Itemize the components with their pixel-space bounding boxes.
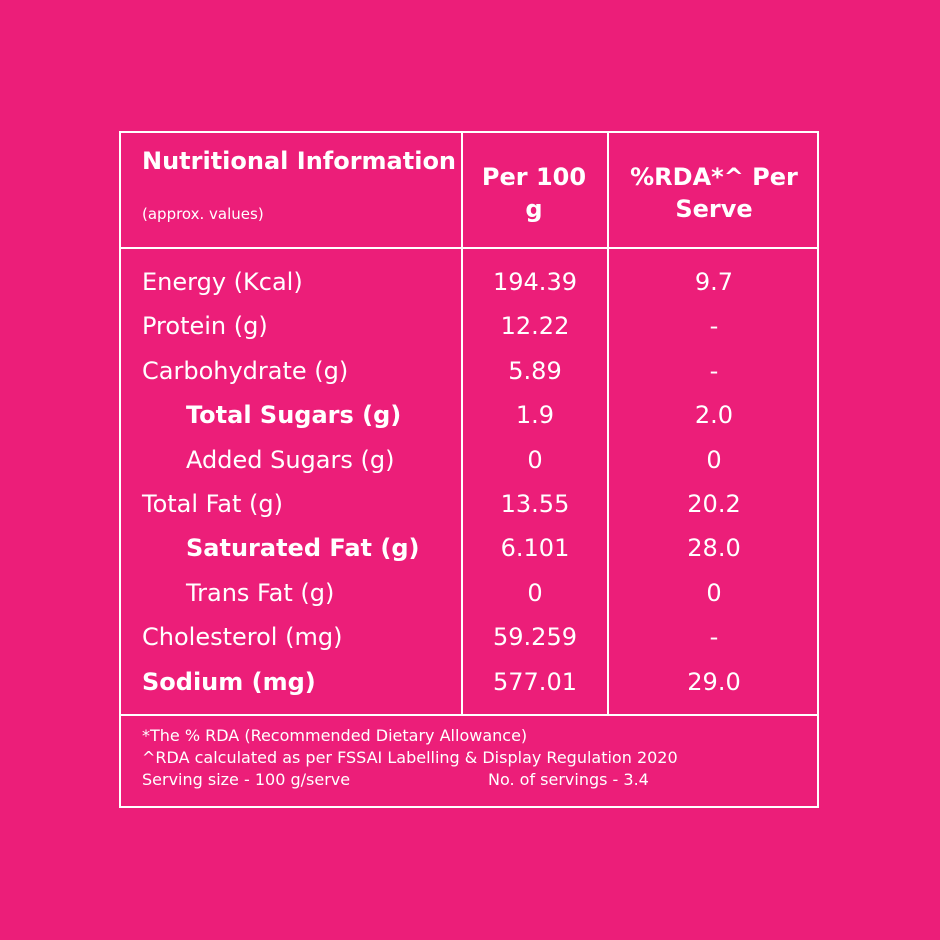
per-100g-value: 12.22	[500, 312, 570, 340]
regulation-footnote: ^RDA calculated as per FSSAI Labelling &…	[142, 748, 678, 767]
nutrient-row-added-sugars: Added Sugars (g) 0 0	[121, 438, 817, 482]
rda-value: -	[709, 357, 719, 385]
rda-value: 20.2	[687, 490, 741, 518]
per-100g-value: 13.55	[500, 490, 570, 518]
table-title: Nutritional Information	[142, 147, 457, 175]
rda-value: 28.0	[687, 534, 741, 562]
rda-value: -	[709, 312, 719, 340]
nutrient-name: Cholesterol (mg)	[142, 623, 343, 651]
column-header-per-100g: Per 100 g	[481, 163, 587, 223]
nutrient-name: Protein (g)	[142, 312, 268, 340]
nutrient-row-total-sugars: Total Sugars (g) 1.9 2.0	[121, 393, 817, 437]
column-divider	[607, 133, 609, 716]
rda-value: 0	[706, 579, 722, 607]
nutrient-name: Total Sugars (g)	[186, 401, 402, 429]
nutrient-row-cholesterol: Cholesterol (mg) 59.259 -	[121, 615, 817, 659]
column-divider	[461, 133, 463, 716]
nutrient-name: Total Fat (g)	[142, 490, 283, 518]
per-100g-value: 1.9	[515, 401, 555, 429]
servings-count: No. of servings - 3.4	[488, 770, 649, 789]
per-100g-value: 6.101	[500, 534, 570, 562]
rda-footnote: *The % RDA (Recommended Dietary Allowanc…	[142, 726, 528, 745]
header-divider	[121, 247, 817, 249]
nutrient-row-trans-fat: Trans Fat (g) 0 0	[121, 571, 817, 615]
nutrient-name: Carbohydrate (g)	[142, 357, 349, 385]
serving-info: Serving size - 100 g/serve No. of servin…	[142, 769, 678, 791]
nutrient-name: Sodium (mg)	[142, 668, 316, 696]
nutrient-name: Energy (Kcal)	[142, 268, 303, 296]
nutrient-row-energy: Energy (Kcal) 194.39 9.7	[121, 260, 817, 304]
footer-divider	[121, 714, 817, 716]
serving-size: Serving size - 100 g/serve	[142, 770, 351, 789]
nutrient-row-total-fat: Total Fat (g) 13.55 20.2	[121, 482, 817, 526]
per-100g-value: 577.01	[493, 668, 577, 696]
nutrient-row-protein: Protein (g) 12.22 -	[121, 304, 817, 348]
rda-value: 9.7	[694, 268, 734, 296]
nutrient-row-carbohydrate: Carbohydrate (g) 5.89 -	[121, 349, 817, 393]
per-100g-value: 59.259	[493, 623, 577, 651]
nutrient-name: Saturated Fat (g)	[186, 534, 420, 562]
column-header-rda-per-serve: %RDA*^ Per Serve	[630, 163, 798, 223]
nutrient-name: Added Sugars (g)	[186, 446, 395, 474]
rda-value: 29.0	[687, 668, 741, 696]
rda-value: 2.0	[694, 401, 734, 429]
per-100g-value: 5.89	[508, 357, 562, 385]
per-100g-value: 194.39	[493, 268, 577, 296]
rda-value: -	[709, 623, 719, 651]
per-100g-value: 0	[527, 579, 543, 607]
rda-value: 0	[706, 446, 722, 474]
table-footer: *The % RDA (Recommended Dietary Allowanc…	[142, 725, 678, 791]
nutrient-row-saturated-fat: Saturated Fat (g) 6.101 28.0	[121, 526, 817, 570]
per-100g-value: 0	[527, 446, 543, 474]
table-subtitle: (approx. values)	[142, 205, 264, 223]
nutrient-row-sodium: Sodium (mg) 577.01 29.0	[121, 660, 817, 704]
nutrition-table: Nutritional Information (approx. values)…	[119, 131, 819, 808]
nutrient-name: Trans Fat (g)	[186, 579, 335, 607]
